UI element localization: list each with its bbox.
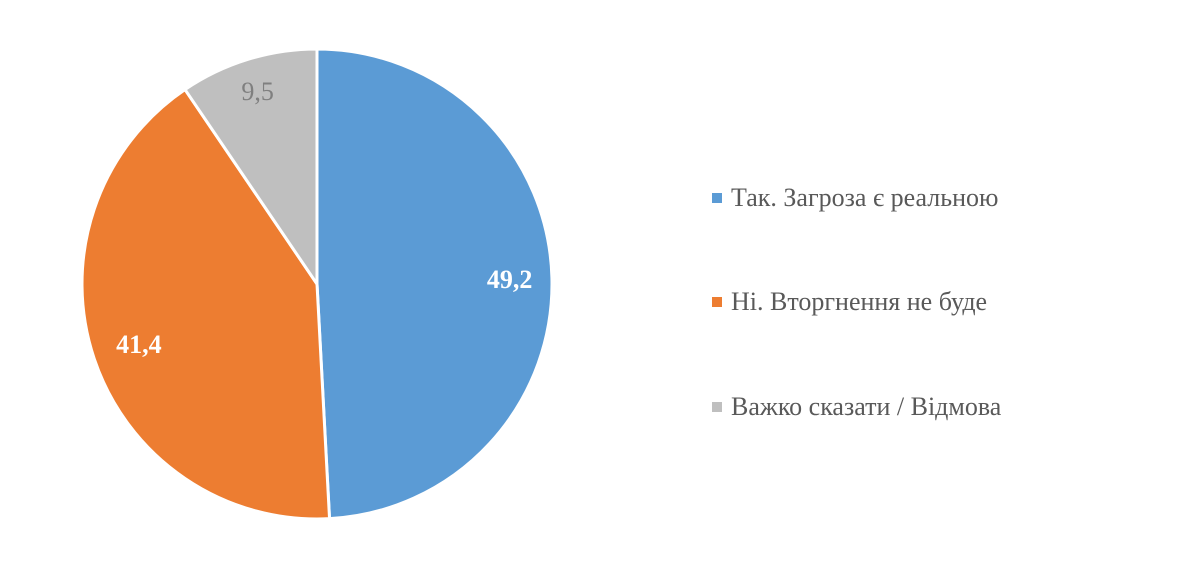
data-label-slice-no: 41,4 (116, 330, 162, 359)
legend-swatch-blue (712, 193, 722, 203)
legend-swatch-gray (712, 402, 722, 412)
legend-label: Так. Загроза є реальною (731, 183, 999, 212)
slice-unsure (182, 47, 319, 289)
legend-swatch-orange (712, 297, 722, 307)
slice-no (80, 87, 332, 521)
legend-label: Ні. Вторгнення не буде (731, 287, 988, 316)
legend-item-yes: Так. Загроза є реальною (712, 183, 998, 213)
slice-yes (315, 47, 554, 521)
legend-item-no: Ні. Вторгнення не буде (712, 287, 987, 317)
data-label-slice-yes: 49,2 (487, 265, 533, 294)
legend-label: Важко сказати / Відмова (731, 392, 1002, 421)
data-label-slice-unsure: 9,5 (241, 77, 274, 106)
legend-item-unsure: Важко сказати / Відмова (712, 392, 1001, 422)
